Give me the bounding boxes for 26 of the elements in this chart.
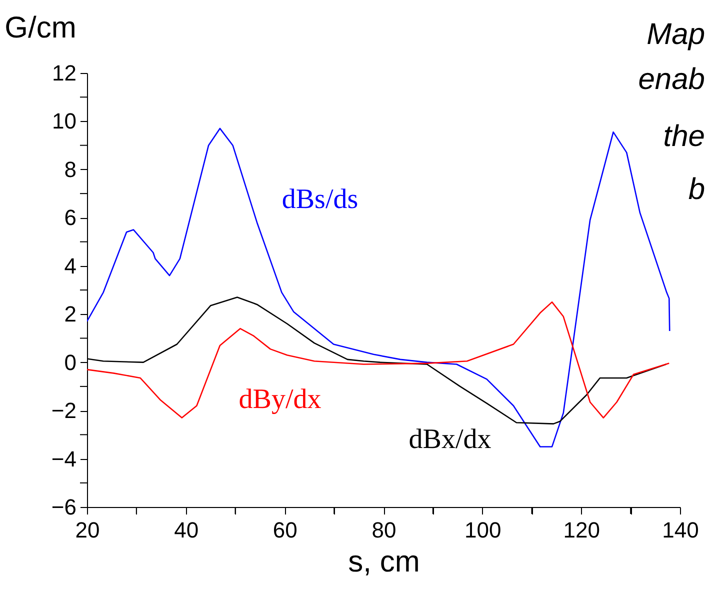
x-tick-label: 80 <box>372 518 396 542</box>
x-tick-label: 20 <box>75 518 100 542</box>
text: Map <box>646 18 705 51</box>
y-tick-label: −2 <box>51 398 76 424</box>
text: b <box>688 173 705 206</box>
x-tick-label: 40 <box>174 518 199 542</box>
y-tick-label: −4 <box>51 446 76 472</box>
y-tick-label: 10 <box>52 108 76 134</box>
annotation: enab <box>638 63 705 96</box>
annotation: the <box>663 120 705 153</box>
y-tick-label: 2 <box>64 302 76 327</box>
x-axis-title: s, cm <box>348 546 420 578</box>
series-label: dBx/dx <box>408 424 492 455</box>
series-label: dBs/ds <box>282 184 358 215</box>
y-tick-label: 0 <box>64 350 76 375</box>
series-label: dBy/dx <box>238 384 322 415</box>
y-tick-label: 6 <box>64 205 76 230</box>
x-tick-label: 100 <box>464 518 502 542</box>
y-axis-title: G/cm <box>4 12 76 44</box>
y-tick-label: −6 <box>51 494 76 520</box>
x-tick-label: 60 <box>272 518 298 542</box>
y-tick-label: 4 <box>64 253 76 278</box>
y-tick-label: 8 <box>64 156 76 182</box>
x-tick-label: 120 <box>563 518 600 542</box>
x-tick-label: 140 <box>662 518 699 542</box>
y-tick-label: 12 <box>52 60 76 86</box>
